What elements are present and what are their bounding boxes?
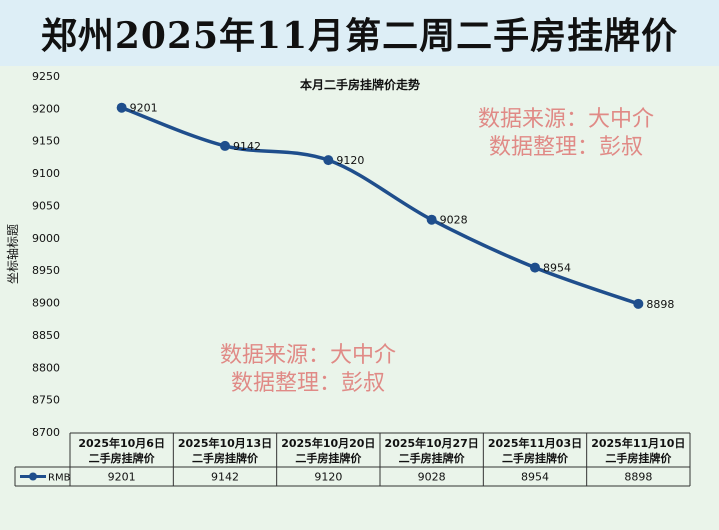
data-point [116, 102, 127, 113]
table-value: 9120 [314, 471, 342, 484]
y-tick-label: 9050 [32, 199, 60, 212]
x-tick-label: 2025年10月27日 [385, 436, 479, 450]
y-tick-label: 9250 [32, 70, 60, 83]
data-point [220, 140, 230, 151]
data-point [530, 262, 540, 273]
data-label: 9142 [233, 140, 261, 153]
x-tick-label: 2025年11月10日 [591, 436, 685, 450]
data-label: 9201 [130, 102, 158, 115]
x-tick-label: 二手房挂牌价 [192, 451, 259, 465]
chart-area: 本月二手房挂牌价走势坐标轴标题 8700 8750 8800 8850 8900 8950 9… [0, 66, 719, 530]
x-tick-label: 二手房挂牌价 [399, 451, 466, 465]
legend-swatch-marker [29, 472, 37, 481]
watermark-author: 数据整理：彭叔 [231, 371, 386, 396]
y-tick-label: 8850 [32, 329, 60, 342]
y-tick-label: 9200 [32, 102, 60, 115]
watermark-source: 数据来源：大中介 [220, 343, 397, 368]
table-value: 9201 [108, 471, 136, 484]
data-point [426, 214, 437, 225]
table-value: 8898 [624, 471, 652, 484]
x-tick-label: 二手房挂牌价 [89, 451, 156, 465]
table-value: 9028 [418, 471, 446, 484]
y-tick-label: 8700 [32, 426, 60, 439]
chart-title: 本月二手房挂牌价走势 [300, 77, 420, 92]
y-axis-label: 坐标轴标题 [5, 224, 20, 284]
x-tick-label: 二手房挂牌价 [605, 451, 672, 465]
x-tick-label: 2025年10月6日 [78, 436, 165, 450]
page-title: 郑州2025年11月第二周二手房挂牌价 [40, 15, 679, 57]
x-tick-label: 2025年10月13日 [178, 436, 272, 450]
table-value: 8954 [521, 471, 549, 484]
data-label: 9028 [440, 214, 468, 227]
y-tick-label: 8800 [32, 361, 60, 374]
y-tick-label: 9100 [32, 167, 60, 180]
x-tick-label: 二手房挂牌价 [295, 451, 362, 465]
data-label: 9120 [336, 154, 364, 167]
y-tick-label: 8900 [32, 297, 60, 310]
x-tick-label: 二手房挂牌价 [502, 451, 569, 465]
y-tick-label: 9000 [32, 232, 60, 245]
table-value: 9142 [211, 471, 239, 484]
data-point [633, 298, 644, 309]
watermark-source: 数据来源：大中介 [478, 107, 655, 132]
series-line [119, 105, 641, 306]
y-tick-label: 8750 [32, 394, 60, 407]
data-label: 8898 [646, 298, 674, 311]
watermark-top: 数据来源：大中介 数据整理：彭叔 [478, 106, 654, 162]
banner: 郑州2025年11月第二周二手房挂牌价 [0, 0, 719, 66]
legend-label: RMB [48, 473, 71, 484]
x-tick-label: 2025年11月03日 [488, 436, 582, 450]
data-label: 8954 [543, 262, 571, 275]
y-tick-label: 9150 [32, 135, 60, 148]
y-tick-label: 8950 [32, 264, 60, 277]
x-tick-label: 2025年10月20日 [281, 436, 375, 450]
watermark-bottom: 数据来源：大中介 数据整理：彭叔 [220, 342, 396, 398]
data-point [323, 155, 334, 166]
watermark-author: 数据整理：彭叔 [489, 135, 644, 160]
